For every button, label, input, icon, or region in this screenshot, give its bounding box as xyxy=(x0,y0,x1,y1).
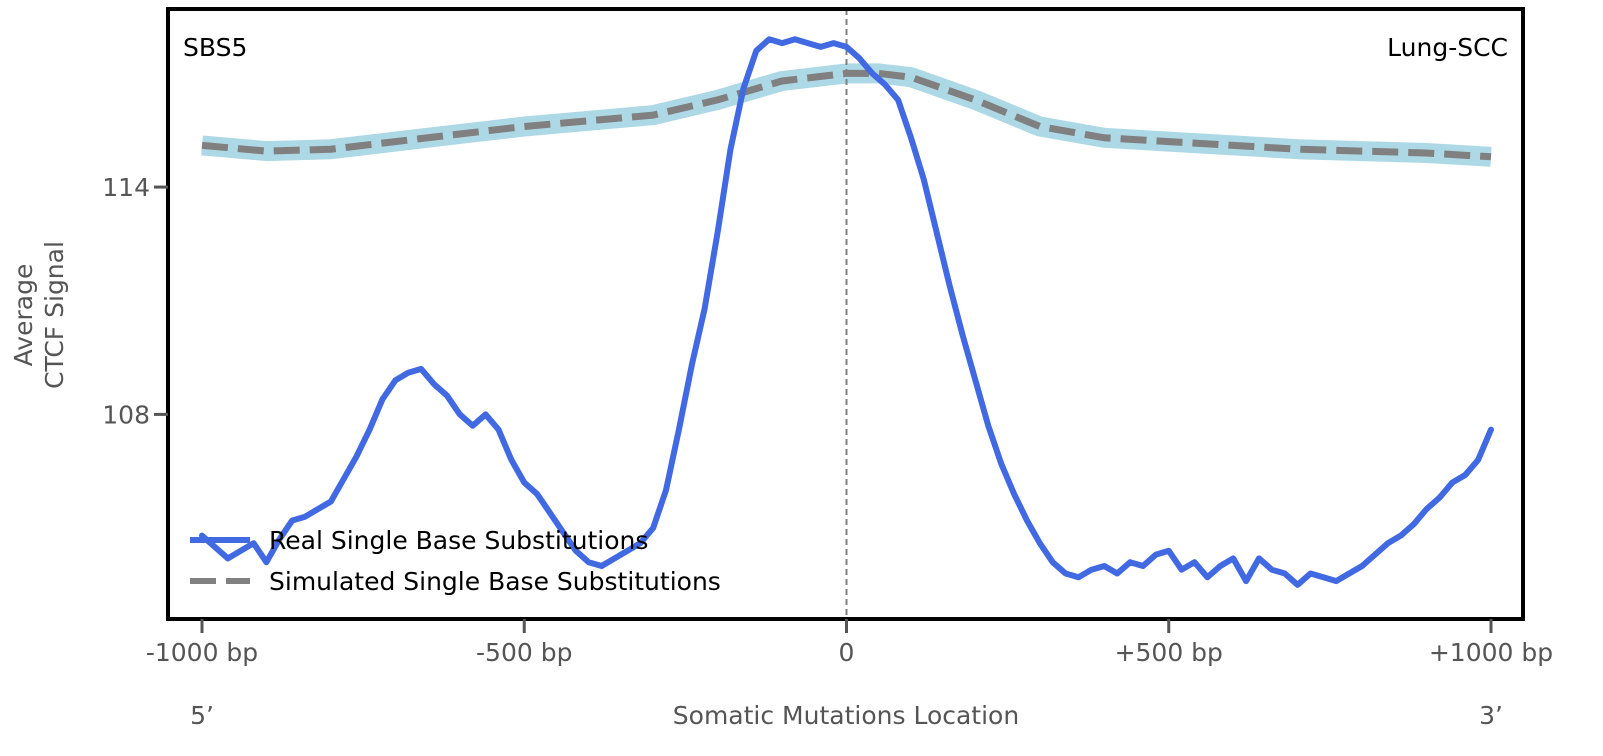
cancer-type-label: Lung-SCC xyxy=(1387,33,1508,62)
x-tick-label: -500 bp xyxy=(476,638,572,667)
x-tick-label: +500 bp xyxy=(1115,638,1223,667)
x-axis: -1000 bp -500 bp 0 +500 bp +1000 bp xyxy=(146,619,1553,667)
x-tick-label: -1000 bp xyxy=(146,638,258,667)
real-series-line xyxy=(199,36,1494,588)
x-axis-title: Somatic Mutations Location xyxy=(673,701,1019,730)
simulated-series-line xyxy=(201,69,1492,161)
simulated-line-path xyxy=(201,69,1492,161)
y-tick-label: 108 xyxy=(102,400,150,429)
legend: Real Single Base Substitutions Simulated… xyxy=(190,526,721,596)
five-prime-label: 5’ xyxy=(190,701,214,730)
y-axis-title-line-2: CTCF Signal xyxy=(40,241,69,389)
x-tick-label: +1000 bp xyxy=(1429,638,1553,667)
real-line-path xyxy=(199,36,1494,588)
y-axis: 108 114 xyxy=(102,173,168,429)
y-tick-label: 114 xyxy=(102,173,150,202)
x-tick-label: 0 xyxy=(839,638,855,667)
signature-label: SBS5 xyxy=(183,33,247,62)
three-prime-label: 3’ xyxy=(1479,701,1503,730)
legend-simulated-label: Simulated Single Base Substitutions xyxy=(269,567,721,596)
y-axis-title-line-1: Average xyxy=(9,264,38,367)
legend-real-label: Real Single Base Substitutions xyxy=(269,526,648,555)
